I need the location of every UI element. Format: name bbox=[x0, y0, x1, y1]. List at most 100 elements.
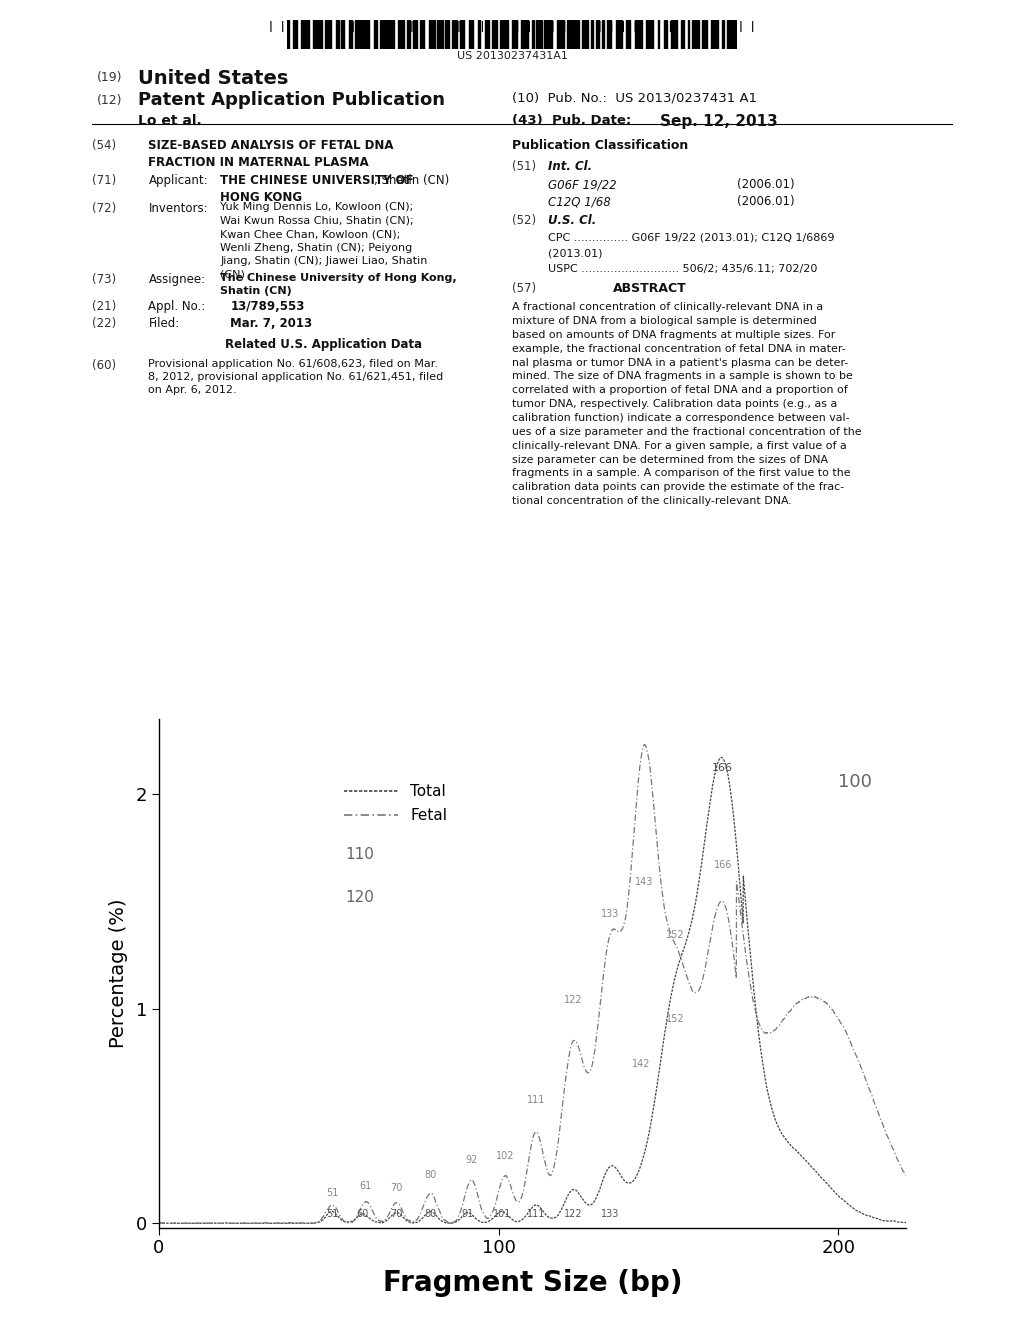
Text: 13/789,553: 13/789,553 bbox=[230, 300, 305, 313]
Fetal bbox=[333, 1206, 345, 1222]
Bar bbox=[607, 20, 611, 49]
Text: 166: 166 bbox=[713, 763, 733, 774]
Text: (22): (22) bbox=[92, 317, 117, 330]
Text: 152: 152 bbox=[666, 931, 684, 940]
Fetal bbox=[900, 1167, 912, 1183]
Bar bbox=[537, 20, 542, 49]
Text: C12Q 1/68: C12Q 1/68 bbox=[548, 195, 610, 209]
Text: 111: 111 bbox=[526, 1096, 545, 1105]
Fetal bbox=[180, 1216, 193, 1232]
Text: Patent Application Publication: Patent Application Publication bbox=[138, 91, 445, 110]
Text: Lo et al.: Lo et al. bbox=[138, 114, 202, 128]
Bar bbox=[727, 20, 731, 49]
Text: USPC ........................... 506/2; 435/6.11; 702/20: USPC ........................... 506/2; … bbox=[548, 264, 817, 275]
Total bbox=[404, 1214, 417, 1230]
Text: Int. Cl.: Int. Cl. bbox=[548, 160, 592, 173]
Bar bbox=[665, 20, 668, 49]
Bar bbox=[591, 20, 594, 49]
Text: 152: 152 bbox=[666, 1014, 684, 1024]
Text: 122: 122 bbox=[564, 994, 583, 1005]
Text: (10)  Pub. No.:  US 2013/0237431 A1: (10) Pub. No.: US 2013/0237431 A1 bbox=[512, 91, 757, 104]
Text: (21): (21) bbox=[92, 300, 117, 313]
Total bbox=[900, 1214, 912, 1230]
Text: United States: United States bbox=[138, 69, 289, 87]
Text: U.S. Cl.: U.S. Cl. bbox=[548, 214, 596, 227]
Text: (60): (60) bbox=[92, 359, 117, 372]
Bar bbox=[413, 20, 417, 49]
Text: CPC ............... G06F 19/22 (2013.01); C12Q 1/6869: CPC ............... G06F 19/22 (2013.01)… bbox=[548, 232, 835, 243]
Total bbox=[716, 750, 728, 766]
Bar bbox=[646, 20, 652, 49]
Text: Publication Classification: Publication Classification bbox=[512, 139, 688, 152]
Text: Provisional application No. 61/608,623, filed on Mar.
8, 2012, provisional appli: Provisional application No. 61/608,623, … bbox=[148, 359, 443, 396]
Bar bbox=[615, 20, 623, 49]
Bar bbox=[688, 20, 689, 49]
Bar bbox=[701, 20, 707, 49]
Text: THE CHINESE UNIVERSITY OF
HONG KONG: THE CHINESE UNIVERSITY OF HONG KONG bbox=[220, 174, 414, 205]
Text: 111: 111 bbox=[526, 1209, 545, 1220]
Bar bbox=[671, 20, 677, 49]
Bar bbox=[635, 20, 642, 49]
Bar bbox=[575, 20, 579, 49]
Y-axis label: Percentage (%): Percentage (%) bbox=[110, 899, 128, 1048]
Fetal bbox=[429, 1192, 441, 1208]
Bar bbox=[723, 20, 724, 49]
Text: (54): (54) bbox=[92, 139, 117, 152]
Bar bbox=[301, 20, 309, 49]
Text: 120: 120 bbox=[345, 890, 375, 906]
Text: Filed:: Filed: bbox=[148, 317, 180, 330]
Bar bbox=[557, 20, 564, 49]
Text: 122: 122 bbox=[564, 1209, 583, 1220]
Bar bbox=[596, 20, 599, 49]
Bar bbox=[312, 20, 317, 49]
Text: 80: 80 bbox=[424, 1209, 436, 1220]
X-axis label: Fragment Size (bp): Fragment Size (bp) bbox=[383, 1269, 682, 1296]
Text: G06F 19/22: G06F 19/22 bbox=[548, 178, 616, 191]
Bar bbox=[567, 20, 573, 49]
Text: Yuk Ming Dennis Lo, Kowloon (CN);
Wai Kwun Rossa Chiu, Shatin (CN);
Kwan Chee Ch: Yuk Ming Dennis Lo, Kowloon (CN); Wai Kw… bbox=[220, 202, 428, 280]
Text: 80: 80 bbox=[424, 1171, 436, 1180]
Total bbox=[333, 1209, 345, 1225]
Total bbox=[180, 1216, 193, 1232]
Bar bbox=[460, 20, 465, 49]
Bar bbox=[512, 20, 516, 49]
Bar bbox=[452, 20, 458, 49]
Text: 70: 70 bbox=[390, 1209, 402, 1220]
Bar bbox=[520, 20, 528, 49]
Bar bbox=[428, 20, 435, 49]
Text: (51): (51) bbox=[512, 160, 537, 173]
Total bbox=[429, 1206, 441, 1222]
Bar bbox=[336, 20, 339, 49]
Total bbox=[157, 1216, 169, 1232]
Text: 70: 70 bbox=[390, 1183, 402, 1193]
Text: SIZE-BASED ANALYSIS OF FETAL DNA
FRACTION IN MATERNAL PLASMA: SIZE-BASED ANALYSIS OF FETAL DNA FRACTIO… bbox=[148, 139, 394, 169]
Text: 133: 133 bbox=[601, 909, 620, 919]
Text: 51: 51 bbox=[326, 1188, 338, 1197]
Text: (2006.01): (2006.01) bbox=[737, 195, 795, 209]
Text: 101: 101 bbox=[493, 1209, 511, 1220]
Text: (52): (52) bbox=[512, 214, 537, 227]
Text: Assignee:: Assignee: bbox=[148, 273, 206, 286]
Text: 166: 166 bbox=[714, 859, 732, 870]
Bar bbox=[374, 20, 377, 49]
Text: US 20130237431A1: US 20130237431A1 bbox=[457, 51, 567, 62]
Text: (12): (12) bbox=[97, 94, 123, 107]
Total bbox=[168, 1216, 180, 1232]
Bar bbox=[532, 20, 535, 49]
Bar bbox=[582, 20, 588, 49]
Line: Total: Total bbox=[159, 758, 906, 1224]
Bar bbox=[469, 20, 473, 49]
Bar bbox=[318, 20, 322, 49]
Bar bbox=[380, 20, 388, 49]
Bar bbox=[681, 20, 684, 49]
Bar bbox=[408, 20, 410, 49]
Bar bbox=[692, 20, 698, 49]
Bar bbox=[354, 20, 362, 49]
Bar bbox=[626, 20, 630, 49]
Bar bbox=[437, 20, 442, 49]
Fetal bbox=[638, 737, 650, 752]
Text: 100: 100 bbox=[839, 774, 872, 791]
Text: Sep. 12, 2013: Sep. 12, 2013 bbox=[660, 114, 778, 128]
Text: , Shatin (CN): , Shatin (CN) bbox=[374, 174, 449, 187]
Bar bbox=[444, 20, 450, 49]
